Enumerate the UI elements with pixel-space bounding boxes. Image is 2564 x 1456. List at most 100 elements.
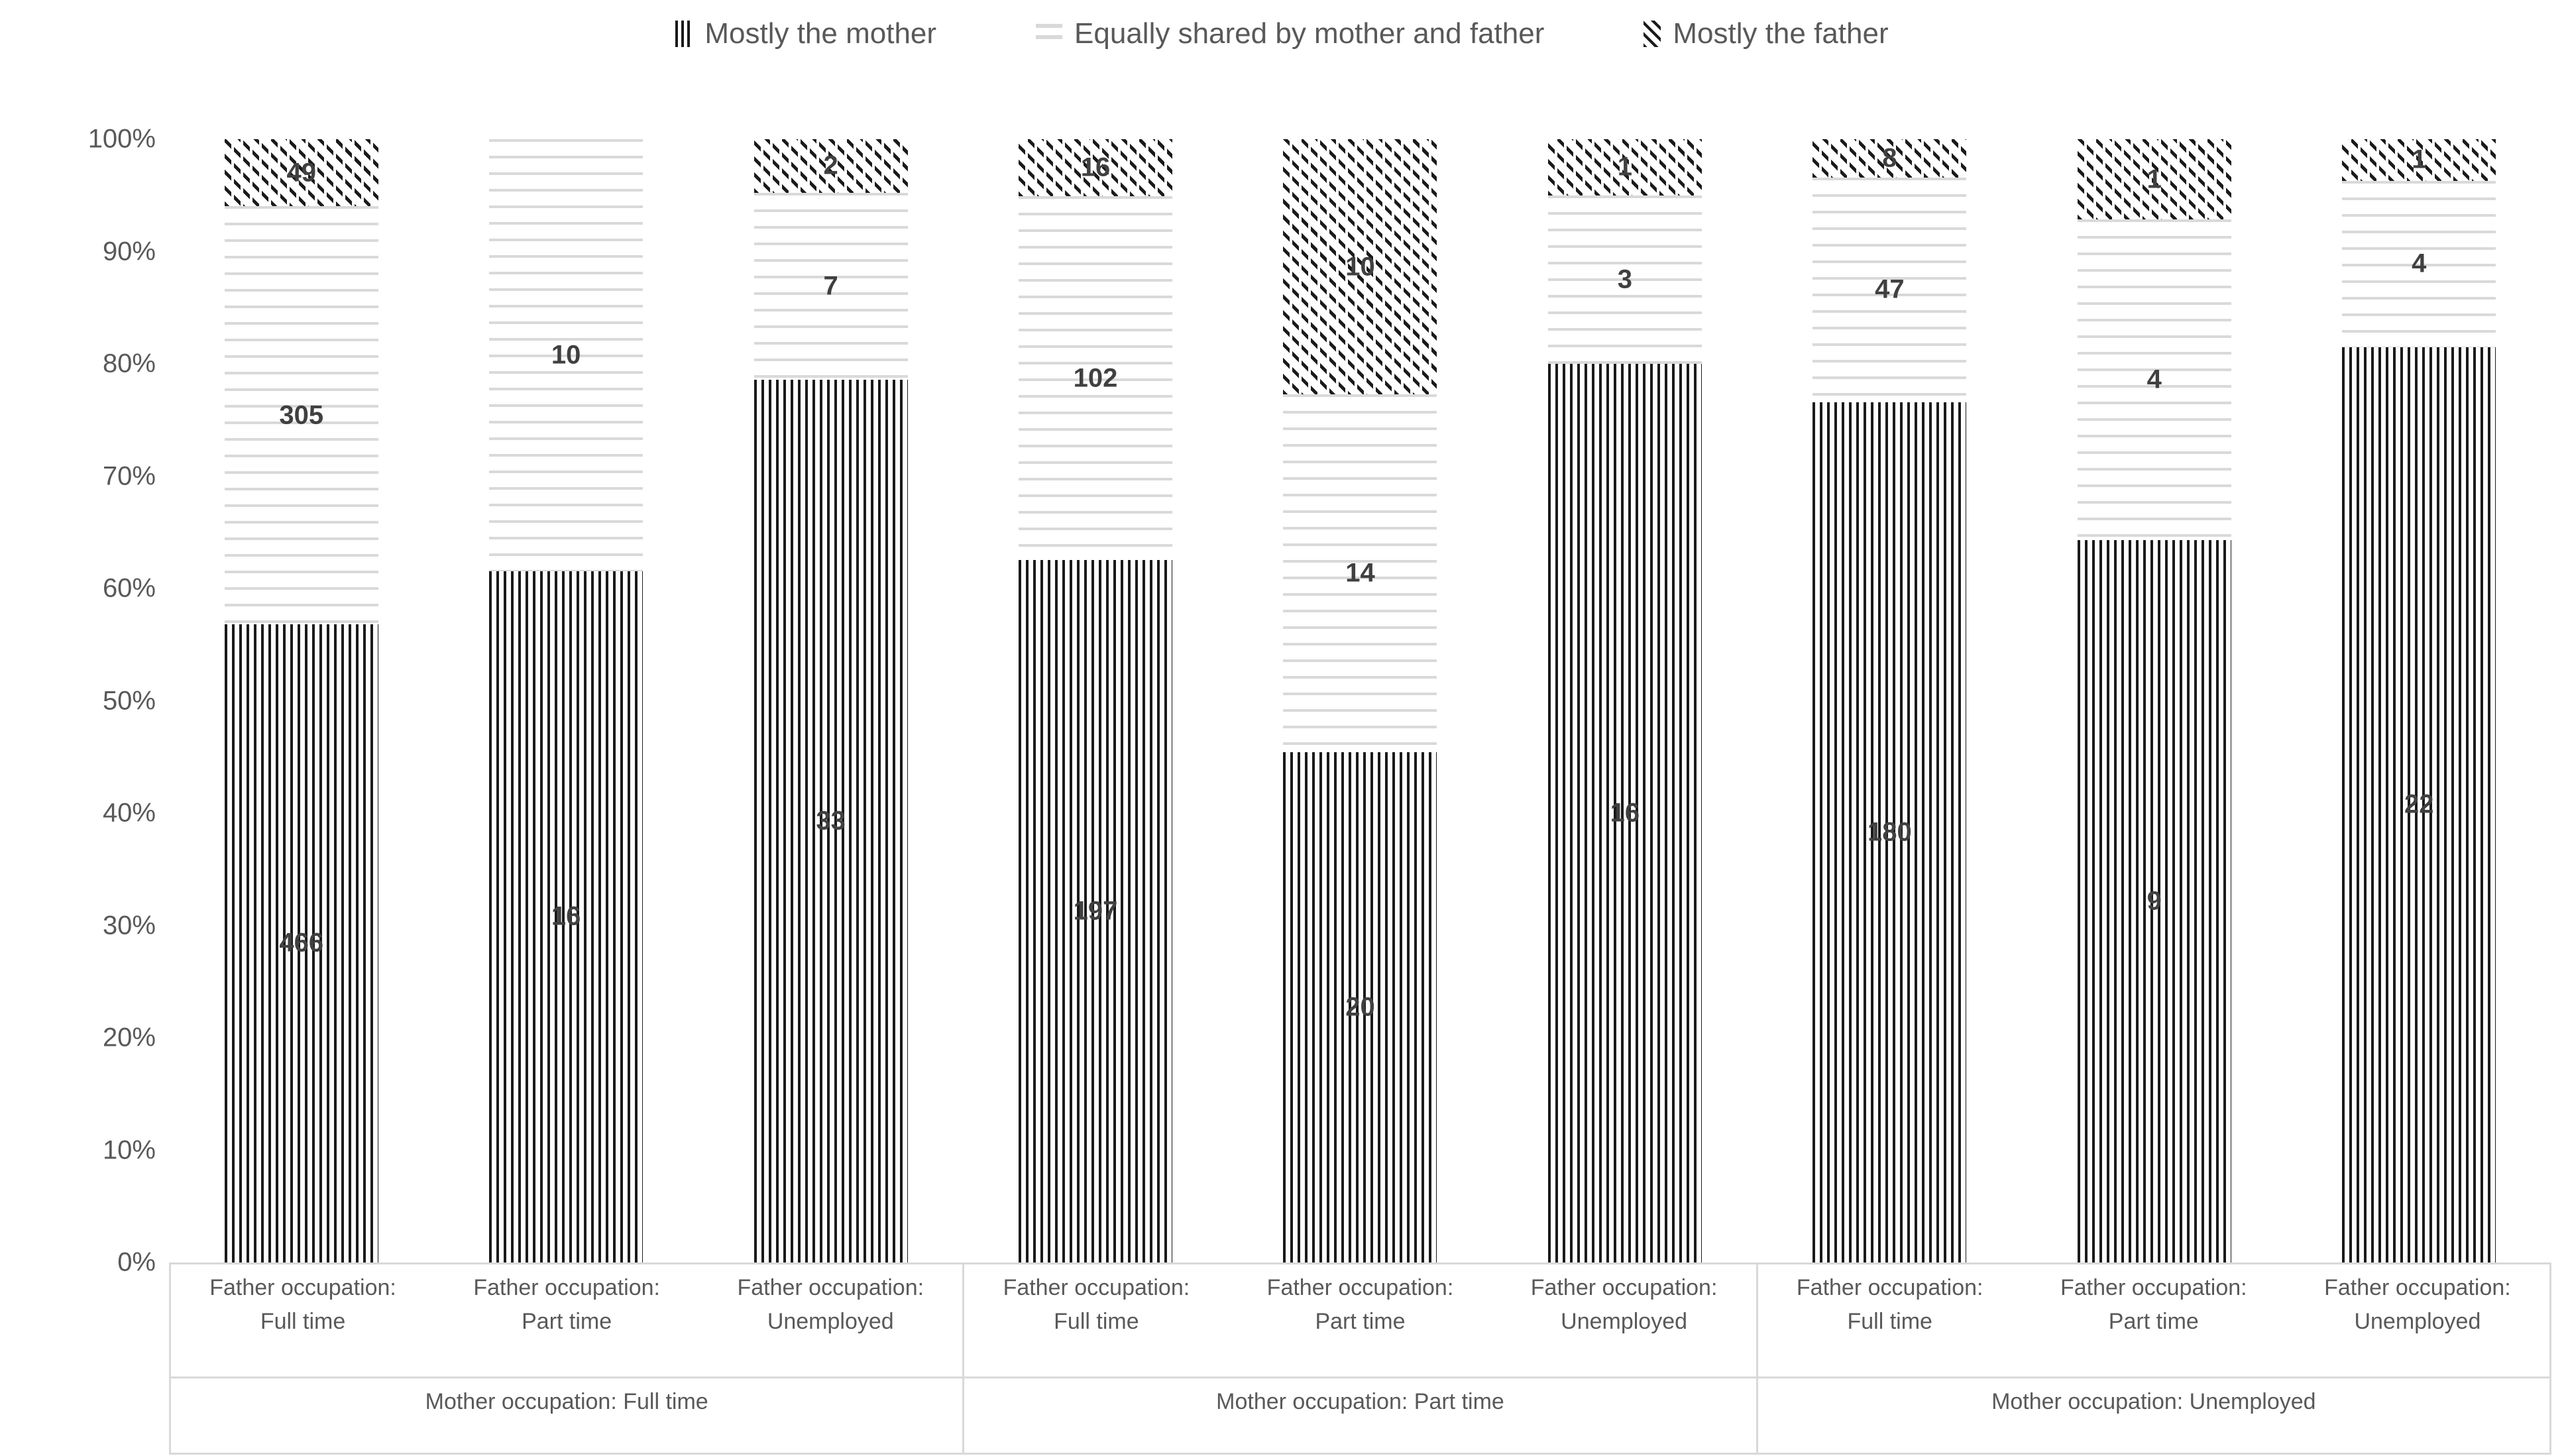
data-label: 305 xyxy=(279,400,324,430)
y-tick-label: 50% xyxy=(102,686,156,715)
x-axis-group: Father occupation: Full time Father occup… xyxy=(1757,1264,2551,1453)
y-tick-label: 70% xyxy=(102,461,156,490)
stacked-bar: 1 3 16 xyxy=(1547,139,1702,1262)
legend: Mostly the mother Equally shared by mothe… xyxy=(0,17,2564,50)
data-label: 49 xyxy=(286,158,316,188)
data-label: 16 xyxy=(1610,798,1640,828)
y-axis: 100% 90% 80% 70% 60% 50% 40% 30% 20% 10% 0% xyxy=(0,125,156,1277)
data-label: 7 xyxy=(823,271,838,301)
stacked-bar: 10 14 20 xyxy=(1283,139,1437,1262)
data-label: 1 xyxy=(1617,152,1633,182)
legend-label: Equally shared by mother and father xyxy=(1074,17,1545,50)
data-label: 1 xyxy=(2412,144,2427,174)
segment-mother: 20 xyxy=(1283,752,1437,1262)
mother-pattern-swatch-icon xyxy=(675,21,693,47)
data-label: 466 xyxy=(279,928,324,958)
segment-mother: 16 xyxy=(1547,364,1702,1262)
data-label: 4 xyxy=(2146,364,2162,394)
mother-occupation-label: Mother occupation: Part time xyxy=(1216,1389,1504,1414)
legend-item-father: Mostly the father xyxy=(1644,17,1889,50)
father-occupation-row: Father occupation: Full time Father occup… xyxy=(1757,1264,2549,1378)
y-tick-label: 10% xyxy=(102,1135,156,1164)
data-label: 9 xyxy=(2146,886,2162,916)
segment-equally: 14 xyxy=(1283,394,1437,752)
stacked-bar: 10 16 xyxy=(489,139,643,1262)
mother-occupation-label: Mother occupation: Full time xyxy=(425,1389,708,1414)
data-label: 197 xyxy=(1073,896,1118,926)
legend-item-equally: Equally shared by mother and father xyxy=(1036,17,1544,50)
father-occupation-label: Father occupation: Unemployed xyxy=(737,1275,924,1334)
bar-slot: 8 47 180 xyxy=(1757,139,2022,1262)
legend-item-mother: Mostly the mother xyxy=(675,17,936,50)
data-label: 8 xyxy=(1882,143,1897,173)
stacked-bar: 1 4 22 xyxy=(2342,139,2496,1262)
segment-father: 16 xyxy=(1019,139,1173,197)
father-occupation-label: Father occupation: Part time xyxy=(2060,1275,2247,1334)
bar-slot: 10 14 20 xyxy=(1228,139,1492,1262)
x-axis-group: Father occupation: Full time Father occup… xyxy=(964,1264,1758,1453)
y-tick-label: 0% xyxy=(117,1247,156,1277)
data-label: 10 xyxy=(551,340,581,370)
data-label: 180 xyxy=(1867,817,1912,847)
data-label: 16 xyxy=(551,901,581,931)
segment-mother: 22 xyxy=(2342,347,2496,1262)
segment-mother: 16 xyxy=(489,571,643,1262)
segment-equally: 7 xyxy=(753,192,908,380)
father-occupation-label: Father occupation: Full time xyxy=(209,1275,396,1334)
segment-equally: 4 xyxy=(2077,219,2231,541)
mother-occupation-label: Mother occupation: Unemployed xyxy=(1991,1389,2316,1414)
data-label: 20 xyxy=(1345,992,1375,1022)
x-axis-category-table: Father occupation: Full time Father occup… xyxy=(169,1262,2551,1455)
legend-label: Mostly the father xyxy=(1673,17,1889,50)
data-label: 1 xyxy=(2146,164,2162,194)
segment-mother: 9 xyxy=(2077,540,2231,1262)
data-label: 3 xyxy=(1617,264,1633,294)
segment-equally: 102 xyxy=(1019,196,1173,560)
segment-equally: 47 xyxy=(1812,177,1967,402)
equally-pattern-swatch-icon xyxy=(1036,24,1063,44)
bar-slot: 49 305 466 xyxy=(169,139,433,1262)
legend-label: Mostly the mother xyxy=(704,17,937,50)
y-tick-label: 100% xyxy=(87,124,156,154)
segment-father: 2 xyxy=(753,139,908,193)
segment-equally: 10 xyxy=(489,139,643,571)
y-tick-label: 80% xyxy=(102,349,156,378)
segment-father: 1 xyxy=(1547,139,1702,196)
stacked-bar: 1 4 9 xyxy=(2077,139,2231,1262)
father-occupation-label: Father occupation: Part time xyxy=(473,1275,660,1334)
father-occupation-label: Father occupation: Full time xyxy=(1003,1275,1190,1334)
stacked-bar: 16 102 197 xyxy=(1019,139,1173,1262)
segment-mother: 466 xyxy=(224,624,378,1262)
data-label: 47 xyxy=(1875,274,1905,304)
segment-mother: 33 xyxy=(753,380,908,1262)
stacked-bar: 49 305 466 xyxy=(224,139,378,1262)
data-label: 2 xyxy=(823,150,838,180)
father-pattern-swatch-icon xyxy=(1644,21,1661,47)
segment-equally: 305 xyxy=(224,206,378,624)
bar-slot: 16 102 197 xyxy=(963,139,1227,1262)
y-tick-label: 40% xyxy=(102,798,156,828)
bar-slot: 1 4 22 xyxy=(2287,139,2551,1262)
data-label: 14 xyxy=(1345,558,1375,588)
y-tick-label: 90% xyxy=(102,237,156,266)
father-occupation-label: Father occupation: Unemployed xyxy=(1530,1275,1718,1334)
y-tick-label: 20% xyxy=(102,1023,156,1052)
bar-slot: 1 3 16 xyxy=(1492,139,1757,1262)
father-occupation-label: Father occupation: Full time xyxy=(1796,1275,1983,1334)
bar-slot: 2 7 33 xyxy=(698,139,963,1262)
data-label: 16 xyxy=(1080,152,1111,182)
segment-mother: 197 xyxy=(1019,559,1173,1262)
father-occupation-label: Father occupation: Part time xyxy=(1266,1275,1454,1334)
father-occupation-row: Father occupation: Full time Father occup… xyxy=(171,1264,963,1378)
segment-father: 8 xyxy=(1812,139,1967,178)
stacked-bar: 2 7 33 xyxy=(753,139,908,1262)
segment-father: 1 xyxy=(2077,139,2231,220)
segment-mother: 180 xyxy=(1812,402,1967,1262)
bar-slot: 10 16 xyxy=(433,139,698,1262)
data-label: 22 xyxy=(2404,789,2434,819)
bar-slot: 1 4 9 xyxy=(2022,139,2286,1262)
data-label: 4 xyxy=(2412,249,2427,278)
father-occupation-label: Father occupation: Unemployed xyxy=(2324,1275,2511,1334)
segment-father: 49 xyxy=(224,139,378,207)
